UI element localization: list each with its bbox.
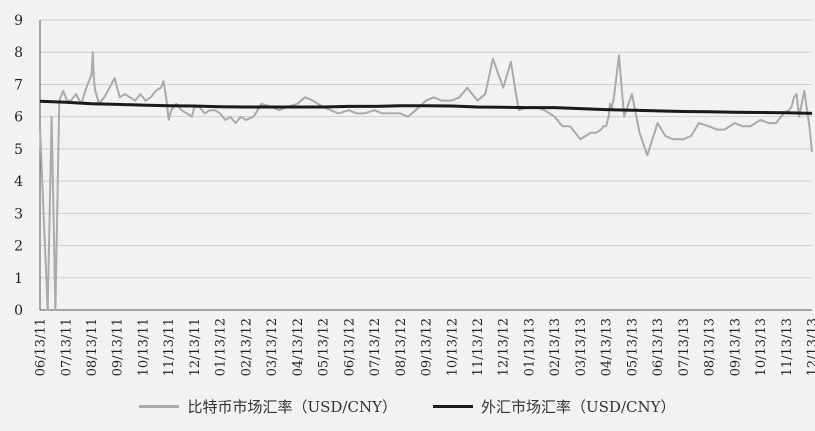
legend-item-bitcoin: 比特币市场汇率（USD/CNY）: [139, 396, 397, 417]
x-tick-label: 05/13/13: [625, 318, 640, 376]
x-tick-label: 06/13/12: [342, 318, 357, 376]
legend-label-bitcoin: 比特币市场汇率（USD/CNY）: [187, 398, 397, 416]
y-tick-label: 4: [14, 174, 23, 190]
x-tick-label: 08/13/13: [703, 318, 718, 376]
y-tick-label: 0: [14, 303, 23, 319]
y-tick-label: 1: [14, 271, 23, 287]
x-tick-label: 12/13/13: [806, 318, 815, 376]
x-tick-label: 12/13/12: [497, 318, 512, 376]
legend-label-forex: 外汇市场汇率（USD/CNY）: [481, 398, 676, 416]
x-tick-label: 04/13/13: [600, 318, 615, 376]
y-tick-label: 5: [14, 142, 23, 158]
y-tick-label: 8: [14, 45, 23, 61]
x-tick-label: 06/13/13: [651, 318, 666, 376]
x-tick-label: 02/13/13: [548, 318, 563, 376]
legend-swatch-forex: [433, 405, 473, 408]
x-tick-label: 09/13/11: [111, 318, 126, 376]
y-tick-label: 3: [14, 206, 23, 222]
x-tick-label: 11/13/13: [780, 318, 795, 376]
x-tick-label: 08/13/12: [394, 318, 409, 376]
x-tick-label: 11/13/12: [471, 318, 486, 376]
x-tick-label: 03/13/12: [265, 318, 280, 376]
series-line-bitcoin: [39, 51, 813, 311]
series-line-forex: [39, 99, 813, 115]
x-tick-label: 04/13/12: [291, 318, 306, 376]
x-tick-label: 01/13/12: [214, 318, 229, 376]
x-tick-label: 07/13/13: [677, 318, 692, 376]
x-tick-label: 12/13/11: [188, 318, 203, 376]
y-tick-label: 2: [14, 239, 23, 255]
x-tick-label: 07/13/11: [59, 318, 74, 376]
x-tick-label: 09/13/12: [420, 318, 435, 376]
x-tick-label: 02/13/12: [239, 318, 254, 376]
legend-item-forex: 外汇市场汇率（USD/CNY）: [433, 396, 676, 417]
x-tick-label: 10/13/12: [445, 318, 460, 376]
y-tick-label: 9: [14, 13, 23, 29]
legend-swatch-bitcoin: [139, 405, 180, 408]
x-tick-label: 08/13/11: [85, 318, 100, 376]
x-tick-label: 09/13/13: [728, 318, 743, 376]
x-tick-label: 05/13/12: [317, 318, 332, 376]
y-tick-label: 7: [14, 77, 23, 93]
x-tick-label: 03/13/13: [574, 318, 589, 376]
y-tick-label: 6: [14, 110, 23, 126]
legend: 比特币市场汇率（USD/CNY） 外汇市场汇率（USD/CNY）: [0, 396, 815, 417]
x-tick-label: 10/13/11: [136, 318, 151, 376]
x-tick-label: 06/13/11: [34, 318, 49, 376]
x-tick-label: 07/13/12: [368, 318, 383, 376]
x-tick-label: 11/13/11: [162, 318, 177, 376]
x-tick-label: 10/13/13: [754, 318, 769, 376]
x-tick-label: 01/13/13: [522, 318, 537, 376]
